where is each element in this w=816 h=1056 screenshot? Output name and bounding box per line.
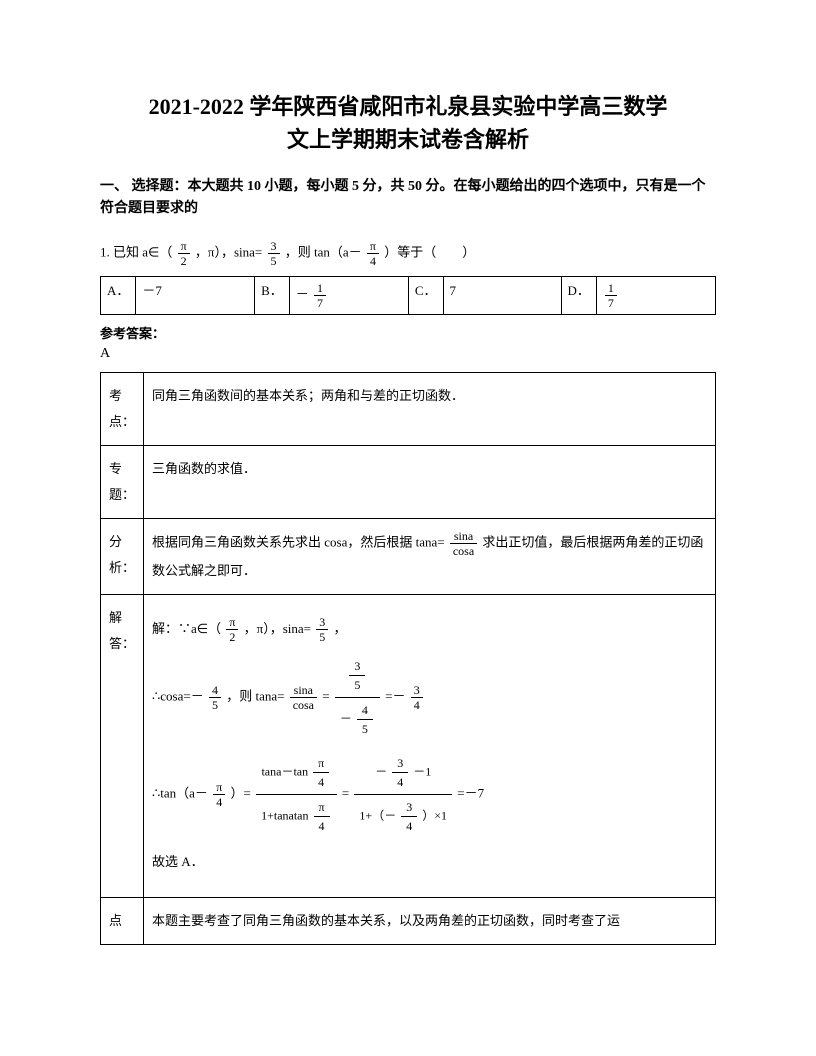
jieda-label: 解答： [101,594,144,897]
answer-value: A [100,346,716,362]
zhuanti-content: 三角函数的求值． [144,445,716,518]
section-heading: 一、 选择题：本大题共 10 小题，每小题 5 分，共 50 分。在每小题给出的… [100,176,716,221]
frac-pi-4: π 4 [367,239,379,268]
option-c-value: 7 [443,276,561,314]
option-a-letter: A． [101,276,136,314]
option-d-value: 1 7 [596,276,715,314]
exam-page: 2021-2022 学年陕西省咸阳市礼泉县实验中学高三数学 文上学期期末试卷含解… [0,0,816,1005]
answer-label: 参考答案： [100,323,716,342]
jieda-line1: 解：∵a∈（ π 2 ，π），sina= 3 5 ， [152,615,707,645]
title-line1: 2021-2022 学年陕西省咸阳市礼泉县实验中学高三数学 [149,94,668,119]
option-b-value: － 1 7 [289,276,408,314]
jieda-content: 解：∵a∈（ π 2 ，π），sina= 3 5 ， ∴cosa=－ 4 [144,594,716,897]
dianping-label: 点 [101,897,144,944]
kaodian-label: 考点： [101,372,144,445]
q1-suffix: ）等于（ ） [384,244,475,259]
fenxi-content: 根据同角三角函数关系先求出 cosa，然后根据 tana= sina cosa … [144,518,716,594]
jieda-line3: ∴tan（a－ π 4 ）= tana－tan π 4 [152,751,707,838]
fenxi-label: 分析： [101,518,144,594]
jieda-line2: ∴cosa=－ 4 5 ，则 tana= sina cosa = [152,654,707,741]
frac-1-7: 1 7 [605,281,617,310]
frac-1-7-neg: 1 7 [314,281,326,310]
frac-pi-2: π 2 [178,239,190,268]
option-a-value: －7 [136,276,255,314]
option-c-letter: C． [408,276,443,314]
q1-mid1: ，π），sina= [195,244,262,259]
page-title: 2021-2022 学年陕西省咸阳市礼泉县实验中学高三数学 文上学期期末试卷含解… [100,90,716,156]
analysis-table: 考点： 同角三角函数间的基本关系；两角和与差的正切函数． 专题： 三角函数的求值… [100,372,716,945]
zhuanti-label: 专题： [101,445,144,518]
jieda-line4: 故选 A． [152,848,707,877]
option-d-letter: D． [561,276,596,314]
dianping-content: 本题主要考查了同角三角函数的基本关系，以及两角差的正切函数，同时考查了运 [144,897,716,944]
q1-prefix: 1. 已知 a∈（ [100,244,172,259]
frac-3-5: 3 5 [268,239,280,268]
options-table: A． －7 B． － 1 7 C． 7 D． 1 7 [100,276,716,315]
frac-sina-cosa: sina cosa [450,529,477,558]
title-line2: 文上学期期末试卷含解析 [287,127,529,152]
option-b-letter: B． [255,276,290,314]
q1-mid2: ，则 tan（a－ [285,244,362,259]
question-1: 1. 已知 a∈（ π 2 ，π），sina= 3 5 ，则 tan（a－ π … [100,239,716,268]
kaodian-content: 同角三角函数间的基本关系；两角和与差的正切函数． [144,372,716,445]
